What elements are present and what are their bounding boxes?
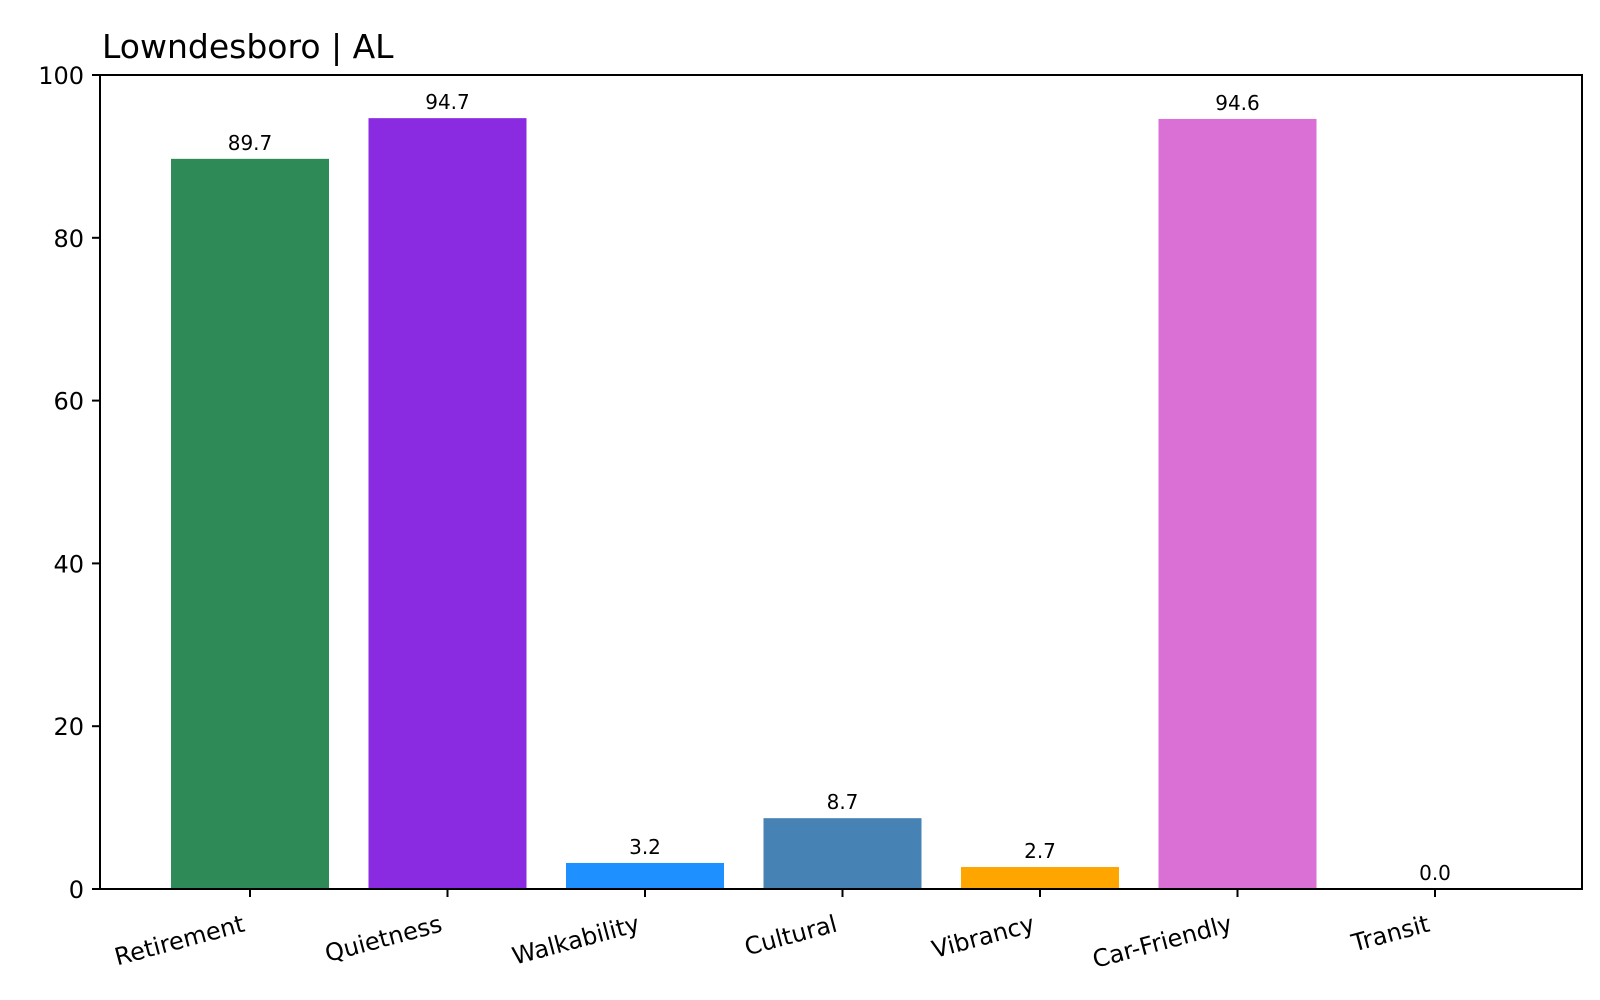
bar-car-friendly — [1158, 118, 1317, 890]
bars-layer — [171, 118, 1317, 890]
x-axis: Retirement Quietness Walkability Cultural Vi… — [112, 889, 1436, 974]
bar-vibrancy — [961, 867, 1119, 889]
data-label-walkability: 3.2 — [629, 835, 661, 859]
data-label-quietness: 94.7 — [425, 90, 470, 114]
y-tick-label: 60 — [53, 388, 84, 416]
y-tick-label: 40 — [53, 550, 84, 578]
data-label-cultural: 8.7 — [827, 790, 859, 814]
bar-quietness — [368, 118, 527, 890]
data-labels-layer: 89.7 94.7 3.2 8.7 2.7 94.6 0.0 — [228, 90, 1451, 885]
y-axis: 0 20 40 60 80 100 — [38, 62, 100, 904]
chart-title: Lowndesboro | AL — [102, 27, 394, 66]
x-tick-label-walkability: Walkability — [509, 910, 642, 971]
data-label-car-friendly: 94.6 — [1215, 91, 1260, 115]
data-label-vibrancy: 2.7 — [1024, 839, 1056, 863]
plot-frame — [99, 74, 1583, 890]
y-tick-label: 0 — [69, 876, 84, 904]
y-tick-label: 20 — [53, 713, 84, 741]
x-tick-label-cultural: Cultural — [742, 910, 841, 962]
data-label-retirement: 89.7 — [228, 131, 273, 155]
bar-retirement — [171, 158, 329, 890]
x-tick-label-car-friendly: Car-Friendly — [1090, 910, 1236, 974]
y-tick-label: 100 — [38, 62, 84, 90]
data-label-transit: 0.0 — [1419, 861, 1451, 885]
bar-cultural — [763, 818, 922, 889]
y-tick-label: 80 — [53, 225, 84, 253]
x-tick-label-vibrancy: Vibrancy — [929, 910, 1038, 964]
x-tick-label-transit: Transit — [1348, 910, 1433, 958]
x-tick-label-retirement: Retirement — [112, 910, 248, 972]
x-tick-label-quietness: Quietness — [322, 910, 445, 968]
bar-walkability — [566, 862, 724, 889]
